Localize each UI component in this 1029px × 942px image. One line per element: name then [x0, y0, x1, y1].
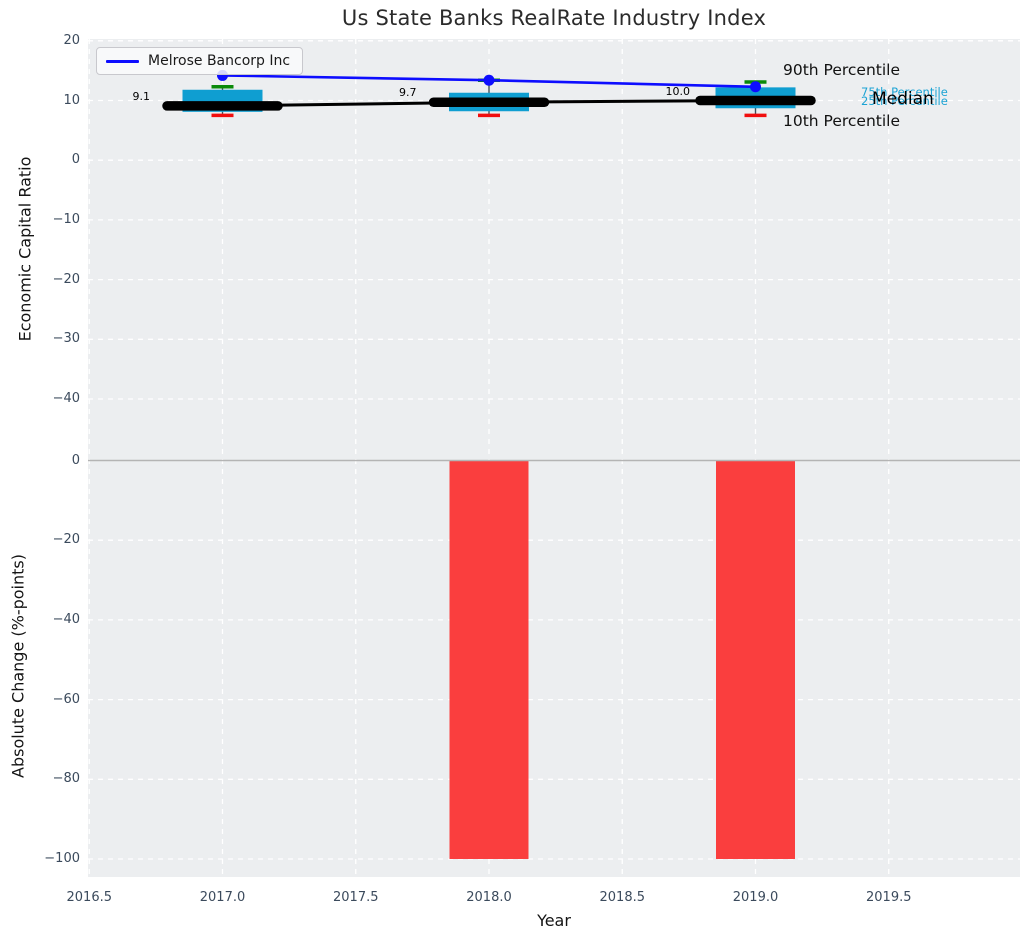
median-value-label: 9.7 — [399, 86, 417, 100]
x-tick-label: 2019.0 — [732, 890, 779, 905]
annotation-75th-percentile: 75th Percentile — [861, 85, 948, 99]
change-bar — [716, 460, 795, 859]
y-tick-label-top: 20 — [63, 32, 80, 48]
melrose-point — [483, 74, 495, 86]
y-tick-label-top: −10 — [52, 211, 80, 227]
annotation-25th-percentile: 25th Percentile — [861, 94, 948, 108]
x-tick-label: 2016.5 — [66, 890, 113, 905]
legend: Melrose Bancorp Inc — [96, 47, 304, 75]
annotation-90th-percentile: 90th Percentile — [783, 61, 901, 79]
y-axis-label-top: Economic Capital Ratio — [15, 156, 35, 342]
x-tick-label: 2018.5 — [599, 890, 646, 905]
median-value-label: 10.0 — [665, 84, 691, 98]
change-bar — [449, 460, 529, 859]
x-tick-label: 2017.0 — [199, 890, 246, 905]
x-tick-label: 2018.0 — [466, 890, 512, 905]
y-axis-label-bottom: Absolute Change (%-points) — [8, 554, 28, 778]
x-tick-label: 2019.5 — [866, 890, 912, 905]
y-tick-label-bottom: 0 — [71, 452, 80, 468]
y-tick-label-bottom: −80 — [52, 771, 80, 787]
median-value-label: 9.1 — [132, 89, 151, 103]
y-tick-label-bottom: −20 — [52, 532, 80, 548]
y-tick-label-bottom: −100 — [44, 851, 80, 866]
melrose-point — [750, 81, 761, 93]
legend-label: Melrose Bancorp Inc — [148, 53, 291, 69]
y-tick-label-top: −30 — [52, 331, 80, 347]
x-tick-label: 2017.5 — [333, 890, 379, 905]
y-tick-label-top: 10 — [63, 92, 80, 108]
y-tick-label-top: −20 — [52, 271, 80, 287]
annotation-median: Median — [872, 89, 934, 109]
chart-canvas — [88, 39, 1020, 877]
y-tick-label-bottom: −40 — [52, 611, 80, 627]
legend-line-icon — [106, 59, 139, 63]
y-tick-label-top: −40 — [52, 391, 80, 406]
y-tick-label-bottom: −60 — [52, 691, 80, 707]
x-axis-label: Year — [537, 911, 571, 930]
plot-area: Melrose Bancorp Inc 9.1 9.7 10.0 — [88, 39, 1020, 877]
chart-title: Us State Banks RealRate Industry Index — [341, 6, 767, 30]
annotation-10th-percentile: 10th Percentile — [783, 112, 901, 130]
y-tick-label-top: 0 — [71, 152, 80, 168]
